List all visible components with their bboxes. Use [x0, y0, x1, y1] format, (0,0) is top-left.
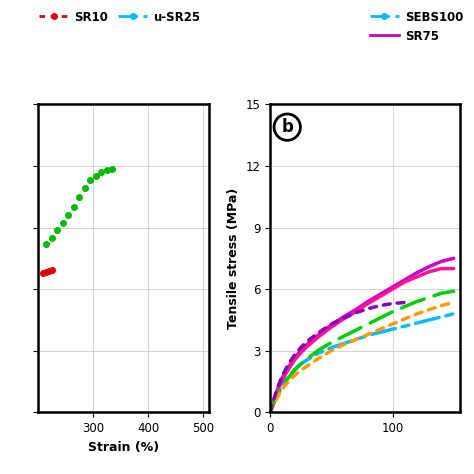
- Legend: SR10, u-SR25: SR10, u-SR25: [34, 6, 205, 28]
- Y-axis label: Tensile stress (MPa): Tensile stress (MPa): [227, 188, 240, 329]
- X-axis label: Strain (%): Strain (%): [88, 441, 159, 454]
- Legend: SEBS100, SR75: SEBS100, SR75: [365, 6, 468, 47]
- Text: b: b: [281, 118, 293, 136]
